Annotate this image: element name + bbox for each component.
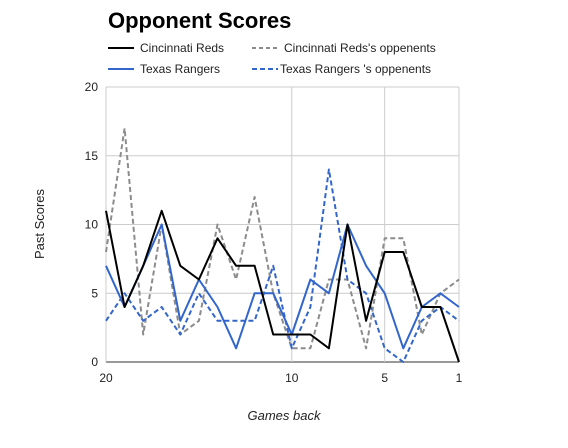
- x-tick-label: 20: [99, 371, 113, 385]
- tick-labels: 0 5 10 15 20 20 10 5 1: [85, 80, 463, 385]
- legend-label-cincinnati-reds-opponents: Cincinnati Reds's oppenents: [284, 41, 436, 55]
- series-line-texas-rangers: [105, 223, 460, 350]
- series-lines: [105, 127, 460, 363]
- chart-title: Opponent Scores: [108, 8, 291, 33]
- legend-label-cincinnati-reds: Cincinnati Reds: [140, 41, 224, 55]
- series-line-texas-rangers-opponents: [105, 168, 460, 363]
- y-tick-label: 15: [85, 149, 99, 163]
- x-tick-label: 10: [285, 371, 299, 385]
- legend-label-texas-rangers: Texas Rangers: [140, 62, 220, 76]
- y-tick-label: 0: [91, 355, 98, 369]
- gridlines: [105, 86, 460, 363]
- y-tick-label: 5: [91, 286, 98, 300]
- x-tick-label: 5: [381, 371, 388, 385]
- x-axis-title: Games back: [248, 408, 322, 423]
- x-tick-label: 1: [456, 371, 463, 385]
- legend-label-texas-rangers-opponents: Texas Rangers 's oppenents: [280, 62, 431, 76]
- y-tick-label: 20: [85, 80, 99, 94]
- y-tick-label: 10: [85, 218, 99, 232]
- y-axis-title: Past Scores: [32, 188, 47, 259]
- series-line-cincinnati-reds: [105, 209, 460, 363]
- series-line-cincinnati-reds-opponents: [105, 127, 460, 350]
- legend: Cincinnati Reds Cincinnati Reds's oppene…: [108, 41, 436, 76]
